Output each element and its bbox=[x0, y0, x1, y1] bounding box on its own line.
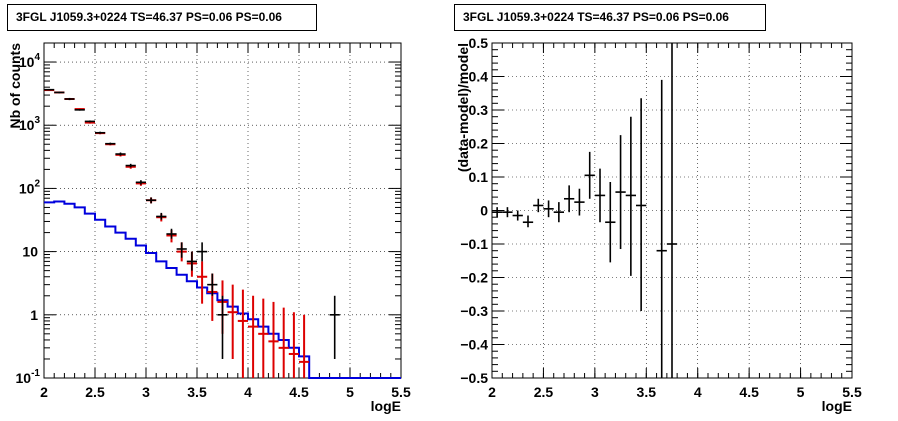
x-tick-label: 4 bbox=[694, 384, 702, 400]
x-tick-label: 2.5 bbox=[85, 384, 105, 400]
x-axis-title: logE bbox=[822, 398, 852, 414]
y-tick-label: 10 bbox=[22, 244, 38, 260]
x-tick-label: 5 bbox=[346, 384, 354, 400]
x-tick-label: 2 bbox=[488, 384, 496, 400]
y-tick-label: 0 bbox=[480, 203, 488, 219]
x-tick-label: 3.5 bbox=[187, 384, 207, 400]
x-tick-label: 3.5 bbox=[637, 384, 657, 400]
y-tick-label: 0.2 bbox=[469, 136, 489, 152]
y-tick-label: −0.5 bbox=[460, 370, 488, 386]
y-tick-label: −0.4 bbox=[460, 337, 488, 353]
y-tick-label: 0.1 bbox=[469, 169, 489, 185]
x-tick-label: 5.5 bbox=[391, 384, 411, 400]
x-axis-title: logE bbox=[371, 398, 401, 414]
y-tick-label: 1 bbox=[30, 307, 38, 323]
y-tick-label: 0.5 bbox=[469, 35, 489, 51]
right-chart-title: 3FGL J1059.3+0224 TS=46.37 PS=0.06 PS=0.… bbox=[454, 4, 766, 31]
x-tick-label: 5.5 bbox=[842, 384, 862, 400]
x-tick-label: 4 bbox=[244, 384, 252, 400]
x-tick-label: 3 bbox=[142, 384, 150, 400]
y-tick-label: −0.3 bbox=[460, 303, 488, 319]
y-tick-label: −0.1 bbox=[460, 236, 488, 252]
y-tick-label: 0.3 bbox=[469, 102, 489, 118]
y-tick-label: 102 bbox=[19, 178, 41, 196]
y-tick-label: −0.2 bbox=[460, 270, 488, 286]
x-tick-label: 4.5 bbox=[739, 384, 759, 400]
x-tick-label: 3 bbox=[591, 384, 599, 400]
x-tick-label: 2.5 bbox=[534, 384, 554, 400]
y-tick-label: 0.4 bbox=[469, 69, 489, 85]
y-tick-label: 10-1 bbox=[16, 368, 41, 386]
left-chart-title: 3FGL J1059.3+0224 TS=46.37 PS=0.06 PS=0.… bbox=[7, 4, 317, 31]
y-axis-title: (data-model)/model bbox=[455, 43, 471, 172]
y-axis-title: Nb of counts bbox=[7, 43, 23, 129]
x-tick-label: 5 bbox=[797, 384, 805, 400]
x-tick-label: 4.5 bbox=[289, 384, 309, 400]
x-tick-label: 2 bbox=[40, 384, 48, 400]
plot-frame bbox=[43, 42, 402, 379]
